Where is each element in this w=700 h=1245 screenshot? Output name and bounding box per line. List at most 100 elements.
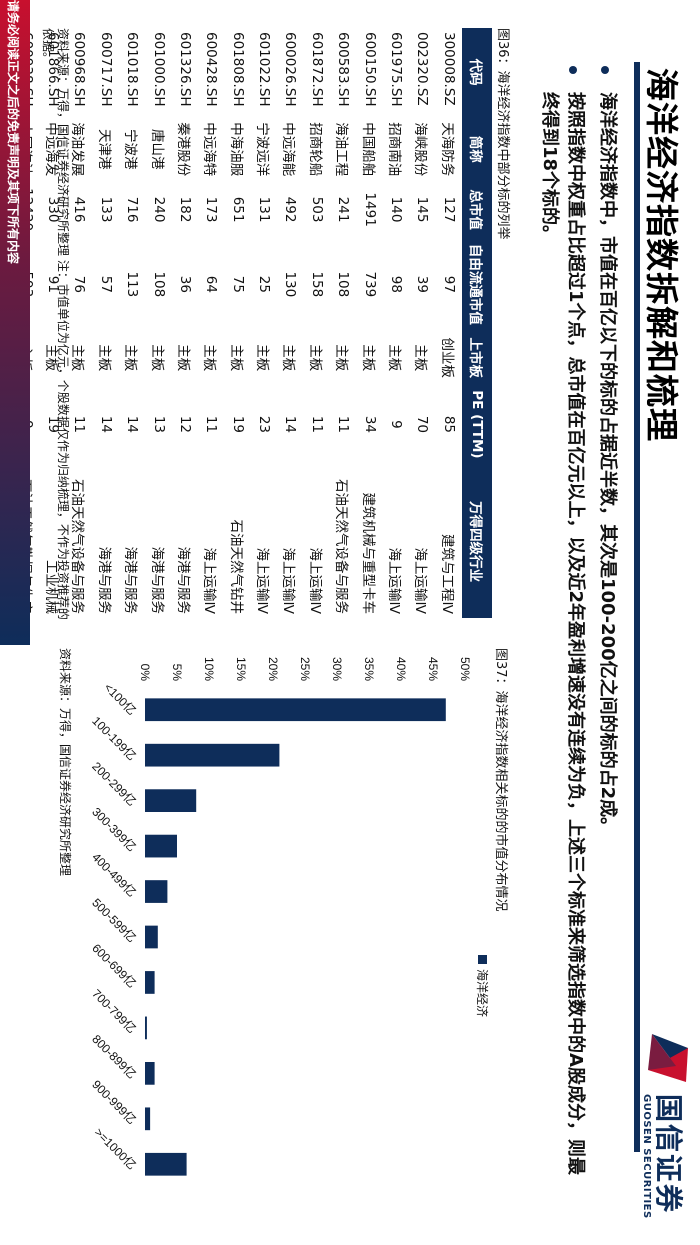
bar — [145, 834, 177, 858]
market-cap-distribution-chart: 0% 5% 10% 15% 20% 25% 30% 35% 40% 45% 50% <100亿100-… — [89, 657, 490, 1176]
cell-industry: 海上运输Ⅳ — [280, 547, 297, 614]
bullet-item: 海洋经济指数中，市值在百亿以下的标的占据近半数，其次是100-200亿之间的标的… — [594, 62, 620, 1182]
guosen-logo-icon — [648, 1034, 688, 1082]
cell-code: 002320.SZ — [414, 32, 431, 106]
cell-name: 中远海能 — [280, 122, 297, 177]
bullet-list: 海洋经济指数中，市值在百亿以下的标的占据近半数，其次是100-200亿之间的标的… — [530, 62, 620, 1182]
cell-industry: 石油天然气钻井 — [227, 519, 244, 615]
legend-swatch — [478, 955, 487, 964]
cell-pe: 34 — [361, 415, 378, 434]
column-header: 代码 — [462, 28, 492, 117]
column-header: 总市值 — [462, 182, 492, 237]
table-source: 资料来源：万得，国信证券经济研究所整理 注：市值单位为亿元，个股数据仅作为归纳梳… — [41, 28, 70, 620]
cell-free-cap: 98 — [388, 275, 405, 293]
cell-industry: 建筑机械与重型卡车 — [359, 492, 376, 615]
cell-board: 创业板 — [438, 337, 455, 379]
cell-industry: 海港与服务 — [174, 546, 191, 615]
cell-name: 秦港股份 — [174, 122, 191, 177]
table-caption: 图36：海洋经济指数中部分标的列举 — [495, 28, 510, 240]
y-tick-label: 20% — [266, 657, 280, 681]
y-tick-label: 50% — [458, 657, 472, 681]
y-tick-label: 30% — [330, 657, 344, 681]
cell-total-cap: 145 — [414, 196, 431, 223]
cell-total-cap: 492 — [282, 196, 299, 223]
cell-pe: 11 — [71, 415, 88, 434]
cell-total-cap: 716 — [124, 196, 141, 223]
cell-total-cap: 131 — [256, 196, 273, 223]
cell-name: 中远海特 — [201, 122, 218, 177]
cell-industry: 海上运输Ⅳ — [201, 547, 218, 614]
x-tick-label: 700-799亿 — [89, 986, 139, 1036]
bar — [144, 880, 168, 903]
cell-industry: 海上运输Ⅳ — [386, 547, 403, 614]
bullet-dot-icon — [601, 66, 609, 74]
cell-pe: 11 — [335, 415, 352, 434]
cell-name: 海油工程 — [333, 122, 350, 177]
bar — [145, 1016, 147, 1040]
cell-total-cap: 416 — [71, 196, 88, 223]
bullet-text: 海洋经济指数中，市值在百亿以下的标的占据近半数，其次是100-200亿之间的标的… — [597, 92, 618, 836]
cell-free-cap: 36 — [176, 275, 193, 293]
cell-code: 601018.SH — [124, 32, 141, 107]
bar — [145, 1062, 155, 1085]
table-row: 600583.SH 海油工程 241 108 主板 11 石油天然气设备与服务 — [330, 28, 356, 618]
y-tick-label: 15% — [234, 657, 248, 681]
cell-free-cap: 76 — [71, 275, 88, 293]
x-tick-label: 800-899亿 — [89, 1031, 139, 1081]
cell-total-cap: 240 — [150, 196, 167, 223]
x-tick-label: 500-599亿 — [89, 895, 139, 945]
column-header: 简称 — [462, 116, 492, 183]
bar — [144, 1107, 151, 1131]
cell-code: 600428.SH — [203, 32, 220, 107]
table-row: 601808.SH 中海油服 651 75 主板 19 石油天然气钻井 — [224, 28, 250, 618]
y-tick-label: 45% — [426, 657, 440, 681]
cell-pe: 85 — [440, 415, 457, 434]
cell-name: 宁波港 — [122, 129, 139, 170]
cell-board: 主板 — [412, 344, 429, 372]
y-tick-label: 10% — [202, 657, 216, 681]
table-row: 600717.SH 天津港 133 57 主板 14 海港与服务 — [93, 28, 119, 618]
cell-pe: 14 — [97, 415, 114, 434]
cell-pe: 13 — [150, 415, 167, 434]
table-row: 002320.SZ 海峡股份 145 39 主板 70 海上运输Ⅳ — [409, 28, 435, 618]
y-tick-label: 35% — [362, 657, 376, 681]
cell-total-cap: 503 — [308, 196, 325, 223]
x-tick-label: 200-299亿 — [89, 759, 139, 809]
disclaimer-text: 请务必阅读正文之后的免责声明及其项下所有内容 — [6, 0, 20, 265]
cell-industry: 海港与服务 — [95, 546, 112, 615]
cell-board: 主板 — [386, 344, 403, 372]
y-tick-label: 40% — [394, 657, 408, 681]
cell-free-cap: 108 — [335, 271, 352, 298]
cell-code: 300008.SZ — [440, 32, 457, 106]
cell-total-cap: 133 — [97, 196, 114, 223]
stock-table: 代码 简称 总市值 自由流通市值 上市板 PE (TTM) 万得四级行业 300… — [0, 28, 492, 618]
legend-label: 海洋经济 — [475, 969, 490, 1017]
bullet-item: 按照指数中权重占比超过1个点，总市值在百亿元以上，以及近2年盈利增速没有连续为负… — [536, 62, 588, 1182]
cell-code: 600583.SH — [335, 32, 352, 107]
cell-board: 主板 — [69, 344, 86, 372]
cell-industry: 海港与服务 — [122, 546, 139, 615]
cell-code: 601808.SH — [229, 32, 246, 107]
cell-code: 601975.SH — [388, 32, 405, 107]
cell-industry: 海上运输Ⅳ — [412, 547, 429, 614]
cell-free-cap: 25 — [256, 275, 273, 293]
cell-board: 主板 — [122, 344, 139, 372]
bar — [145, 743, 280, 767]
cell-total-cap: 182 — [176, 196, 193, 223]
cell-free-cap: 739 — [361, 271, 378, 298]
x-tick-label: 100-199亿 — [89, 713, 139, 763]
cell-free-cap: 108 — [150, 271, 167, 298]
cell-pe: 19 — [229, 415, 246, 434]
cell-pe: 23 — [256, 415, 273, 434]
bar — [145, 698, 446, 722]
bullet-text: 按照指数中权重占比超过1个点，总市值在百亿元以上，以及近2年盈利增速没有连续为负… — [539, 92, 586, 1175]
cell-industry: 石油天然气设备与服务 — [69, 479, 86, 614]
cell-board: 主板 — [174, 344, 191, 372]
cell-code: 600150.SH — [361, 32, 378, 107]
disclaimer-bar: 请务必阅读正文之后的免责声明及其项下所有内容 — [0, 0, 30, 645]
cell-total-cap: 127 — [440, 196, 457, 223]
bar — [145, 789, 197, 812]
cell-board: 主板 — [359, 344, 376, 372]
table-row: 601872.SH 招商轮船 503 158 主板 11 海上运输Ⅳ — [304, 28, 330, 618]
cell-board: 主板 — [227, 344, 244, 372]
